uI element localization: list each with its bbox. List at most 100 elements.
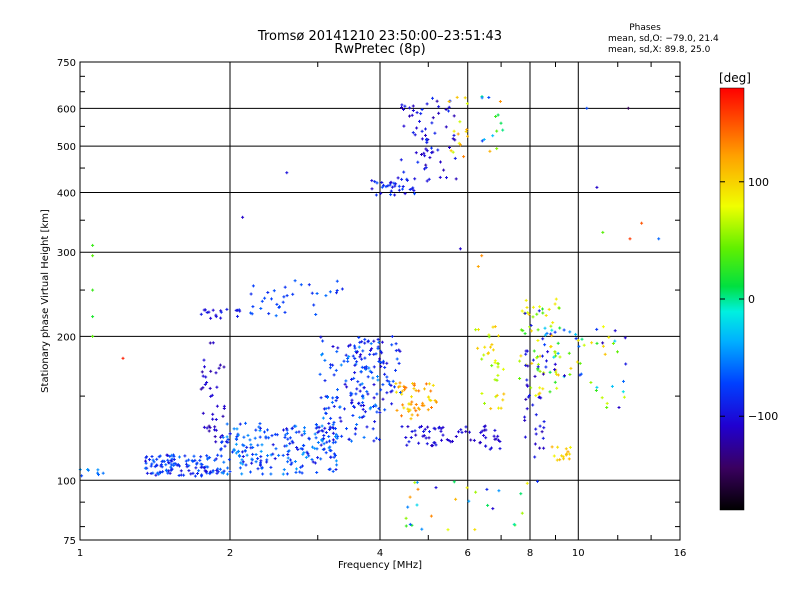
data-point — [658, 237, 660, 241]
data-point — [489, 447, 491, 451]
data-point — [580, 372, 582, 376]
data-point — [344, 382, 346, 386]
data-point — [352, 354, 354, 358]
data-point — [526, 407, 528, 411]
data-point — [328, 422, 330, 425]
data-point — [286, 472, 288, 476]
data-point — [483, 138, 485, 141]
data-point — [276, 302, 278, 306]
data-point — [359, 389, 361, 393]
data-point — [323, 447, 325, 451]
data-point — [532, 315, 534, 319]
data-point — [542, 436, 544, 440]
data-point — [97, 471, 99, 475]
data-point — [424, 427, 426, 431]
data-point — [410, 402, 412, 406]
data-point — [366, 425, 368, 429]
data-point — [529, 325, 531, 329]
data-point — [150, 472, 152, 475]
data-point — [158, 455, 160, 459]
data-point — [409, 114, 410, 118]
data-point — [242, 443, 244, 447]
data-point — [220, 316, 222, 320]
data-point — [260, 455, 262, 459]
data-point — [170, 468, 172, 472]
data-point — [365, 365, 367, 369]
data-point — [426, 141, 428, 145]
data-point — [602, 230, 604, 234]
data-point — [438, 426, 440, 430]
data-point — [446, 438, 448, 442]
data-point — [171, 457, 173, 461]
data-point — [156, 471, 158, 475]
data-point — [459, 120, 461, 124]
data-point — [412, 104, 414, 108]
data-point — [423, 151, 425, 155]
data-point — [282, 453, 284, 457]
data-point — [403, 406, 405, 410]
data-point — [209, 426, 211, 430]
data-point — [361, 357, 363, 361]
data-point — [329, 290, 331, 294]
data-point — [333, 404, 335, 408]
data-point — [325, 451, 327, 455]
data-point — [335, 453, 336, 457]
data-point — [259, 422, 261, 426]
data-point — [415, 151, 417, 155]
data-point — [315, 423, 317, 427]
data-point — [319, 372, 321, 376]
data-point — [304, 426, 305, 430]
data-point — [370, 348, 371, 352]
data-point — [252, 284, 254, 288]
data-point — [499, 100, 501, 103]
data-point — [614, 339, 616, 343]
data-point — [485, 444, 487, 448]
data-point — [386, 361, 388, 365]
data-point — [524, 332, 526, 336]
data-point — [236, 435, 238, 439]
data-point — [496, 393, 498, 397]
data-point — [323, 442, 325, 446]
data-point — [458, 141, 460, 145]
data-point — [291, 426, 293, 430]
data-point — [408, 402, 410, 406]
data-point — [378, 360, 380, 363]
data-point — [251, 312, 253, 316]
data-point — [359, 415, 361, 419]
data-point — [159, 454, 161, 458]
data-point — [259, 429, 261, 433]
data-point — [541, 430, 543, 434]
data-point — [363, 435, 365, 439]
data-point — [102, 471, 104, 475]
x-tick-label-6: 6 — [465, 548, 471, 559]
data-point — [272, 443, 274, 447]
data-point — [322, 339, 324, 343]
data-point — [536, 312, 538, 316]
data-point — [238, 449, 239, 453]
data-point — [261, 443, 263, 447]
data-point — [407, 505, 409, 509]
data-point — [429, 430, 430, 434]
data-point — [491, 364, 493, 368]
data-point — [404, 104, 406, 108]
data-point — [381, 185, 383, 189]
data-point — [340, 419, 342, 423]
data-point — [481, 254, 483, 258]
data-point — [433, 441, 435, 445]
data-point — [344, 407, 345, 411]
data-point — [382, 361, 384, 365]
data-point — [611, 384, 613, 388]
data-point — [206, 454, 208, 458]
data-point — [488, 333, 490, 337]
data-point — [318, 425, 320, 429]
data-point — [355, 362, 357, 366]
data-point — [388, 380, 390, 384]
data-point — [491, 446, 492, 450]
data-point — [262, 472, 264, 476]
data-point — [264, 430, 265, 434]
data-point — [392, 379, 394, 383]
data-point — [332, 345, 334, 348]
x-axis-label: Frequency [MHz] — [338, 560, 422, 571]
data-point — [227, 440, 229, 444]
